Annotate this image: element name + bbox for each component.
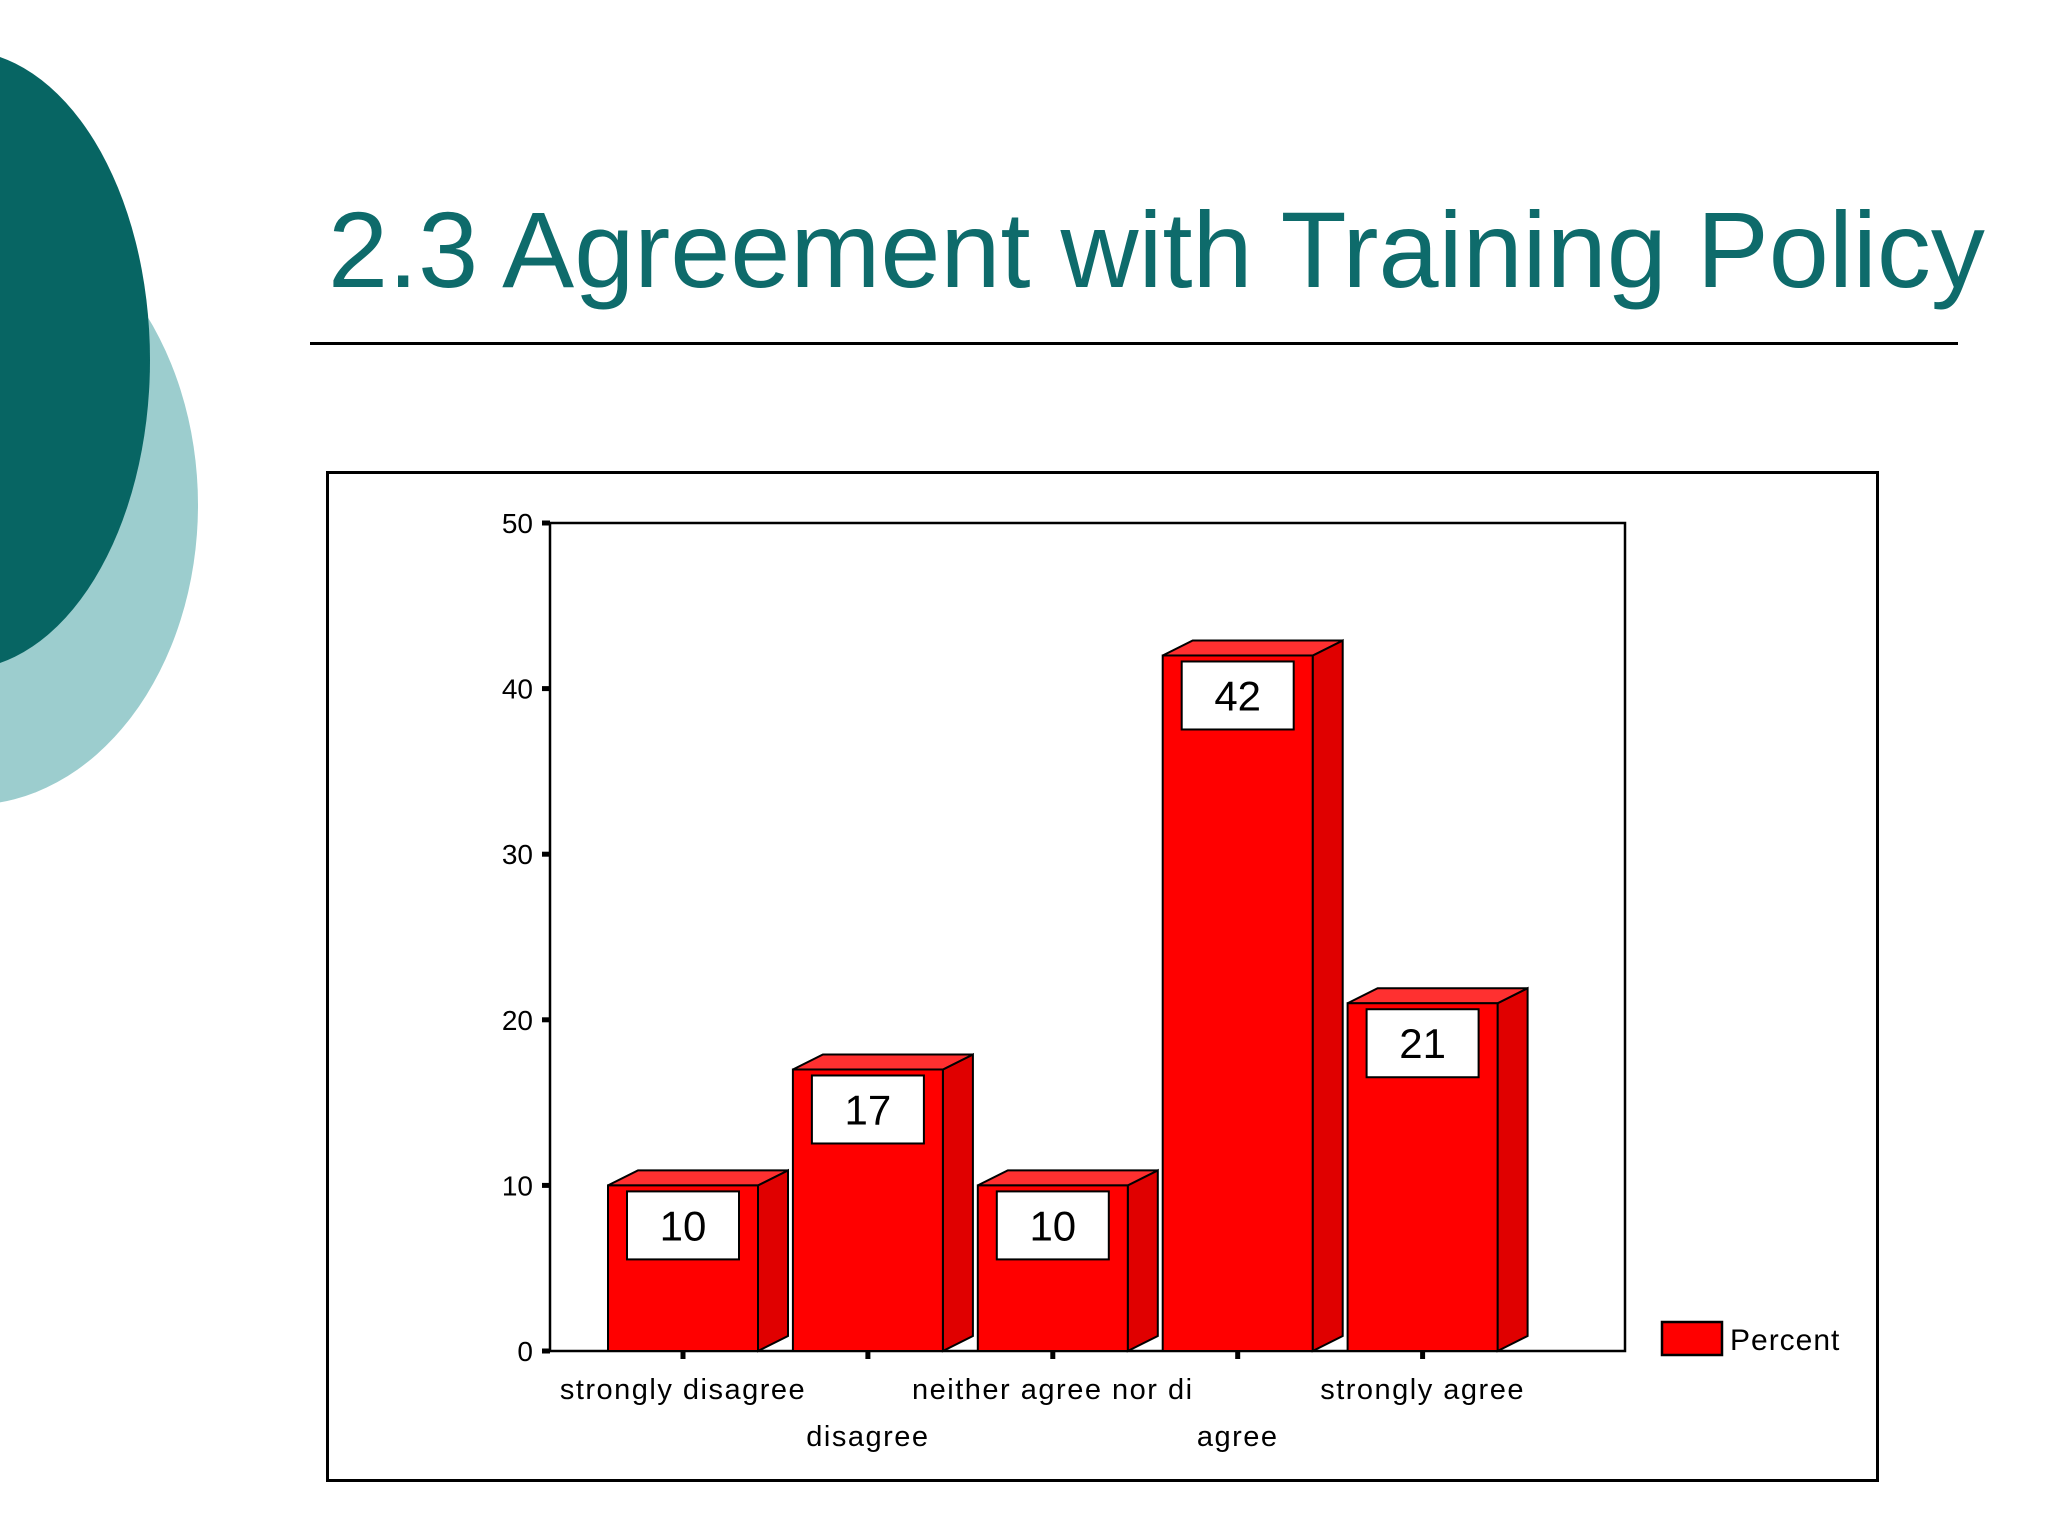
- x-category-label: strongly agree: [1320, 1374, 1525, 1406]
- legend-label: Percent: [1730, 1324, 1840, 1357]
- data-label-box: [1180, 660, 1295, 731]
- bar-side: [757, 1168, 789, 1353]
- bar-top: [792, 1053, 974, 1071]
- y-tick-label: 10: [502, 1170, 533, 1201]
- title-divider: [310, 342, 1958, 345]
- data-label: 10: [1029, 1202, 1076, 1249]
- x-category-label: neither agree nor di: [912, 1374, 1194, 1406]
- data-label-box: [810, 1074, 925, 1145]
- bar-top: [1347, 987, 1529, 1005]
- bar-side: [1126, 1168, 1159, 1353]
- bar-side: [1496, 986, 1529, 1353]
- x-category-label: disagree: [806, 1421, 929, 1453]
- data-label: 21: [1399, 1020, 1446, 1067]
- data-label: 10: [660, 1202, 707, 1249]
- x-category-label: strongly disagree: [560, 1374, 806, 1406]
- y-tick-label: 50: [502, 508, 533, 539]
- y-tick-label: 20: [502, 1005, 533, 1036]
- bar-top: [607, 1169, 789, 1187]
- data-label-box: [995, 1190, 1110, 1261]
- bar-top: [1162, 639, 1344, 657]
- decorative-circles: [0, 57, 198, 803]
- data-label: 17: [845, 1086, 892, 1133]
- data-label-box: [1365, 1008, 1480, 1079]
- data-label: 42: [1214, 672, 1261, 719]
- bar-side: [941, 1052, 974, 1353]
- y-tick-label: 0: [517, 1336, 533, 1367]
- x-category-label: agree: [1197, 1421, 1279, 1453]
- dark-circle-shape: [0, 57, 150, 663]
- slide-title: 2.3 Agreement with Training Policy: [328, 189, 1985, 310]
- chart-frame: 0 10 20 30 40 50 10 strongly disagree 17 disagree…: [326, 471, 1879, 1482]
- legend-swatch: [1660, 1320, 1724, 1357]
- bar-chart: 0 10 20 30 40 50 10 strongly disagree 17 disagree…: [502, 508, 1840, 1453]
- bar-side: [1311, 638, 1344, 1353]
- data-label-box: [626, 1190, 740, 1261]
- bar: [1161, 654, 1314, 1353]
- y-tick-label: 40: [502, 674, 533, 705]
- bar-top: [977, 1169, 1159, 1187]
- y-tick-label: 30: [502, 839, 533, 870]
